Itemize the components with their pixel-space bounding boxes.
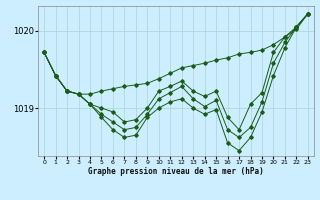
X-axis label: Graphe pression niveau de la mer (hPa): Graphe pression niveau de la mer (hPa) — [88, 167, 264, 176]
